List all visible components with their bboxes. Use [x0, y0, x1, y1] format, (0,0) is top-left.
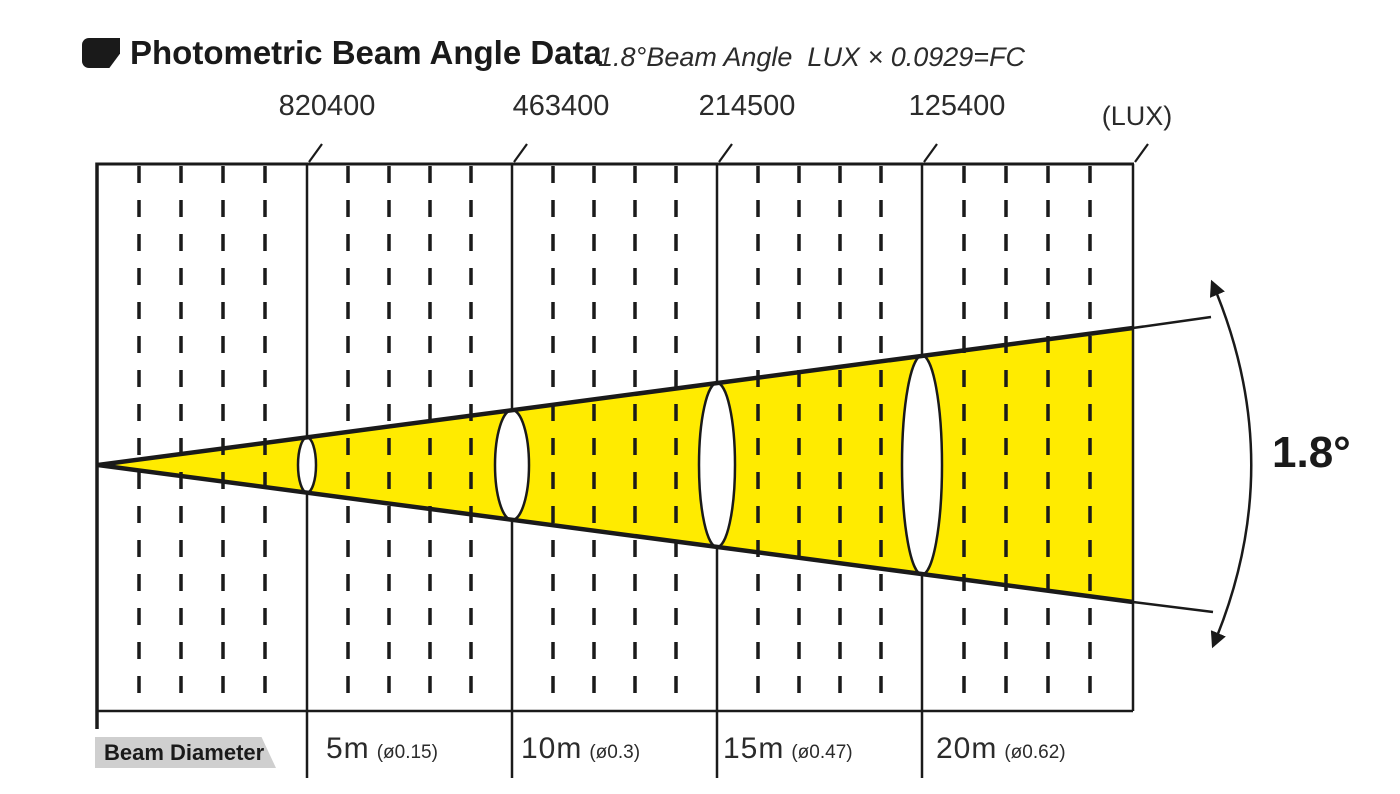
lux-value-5m: 820400	[278, 90, 376, 122]
distance-value: 5m	[326, 732, 370, 765]
distance-label-15m: 15m (ø0.47)	[723, 732, 853, 766]
beam-cone	[98, 328, 1133, 602]
distance-value: 10m	[521, 732, 583, 765]
beam-ellipse-15m	[697, 381, 737, 549]
lux-value-10m: 463400	[512, 90, 610, 122]
beam-edges	[97, 315, 1214, 614]
beam-diameter-tag: Beam Diameter	[95, 737, 276, 768]
beam-ellipses	[296, 354, 944, 576]
distance-value: 15m	[723, 732, 785, 765]
grid-border	[95, 162, 1134, 729]
lux-value-20m: 125400	[908, 90, 1006, 122]
beam-ellipse-5m	[296, 436, 318, 494]
diameter-value: (ø0.3)	[589, 742, 641, 763]
grid-dashed-lines	[137, 166, 1092, 711]
beam-ellipse-10m	[493, 408, 531, 522]
diameter-value: (ø0.15)	[376, 742, 438, 763]
distance-value: 20m	[936, 732, 998, 765]
lux-ticks	[308, 143, 1149, 163]
page-subtitle: 1.8°Beam Angle LUX × 0.0929=FC	[598, 42, 1026, 72]
beam-ellipse-20m	[900, 354, 944, 576]
angle-arc	[1209, 279, 1253, 649]
distance-label-20m: 20m (ø0.62)	[936, 732, 1066, 766]
distance-label-5m: 5m (ø0.15)	[326, 732, 438, 766]
diameter-value: (ø0.62)	[1004, 742, 1066, 763]
lux-unit-label: (LUX)	[1101, 101, 1173, 131]
page-title: Photometric Beam Angle Data	[130, 34, 602, 71]
beam-angle-label: 1.8°	[1272, 428, 1351, 477]
diameter-value: (ø0.47)	[791, 742, 853, 763]
distance-label-10m: 10m (ø0.3)	[521, 732, 640, 766]
lux-value-15m: 214500	[698, 90, 796, 122]
